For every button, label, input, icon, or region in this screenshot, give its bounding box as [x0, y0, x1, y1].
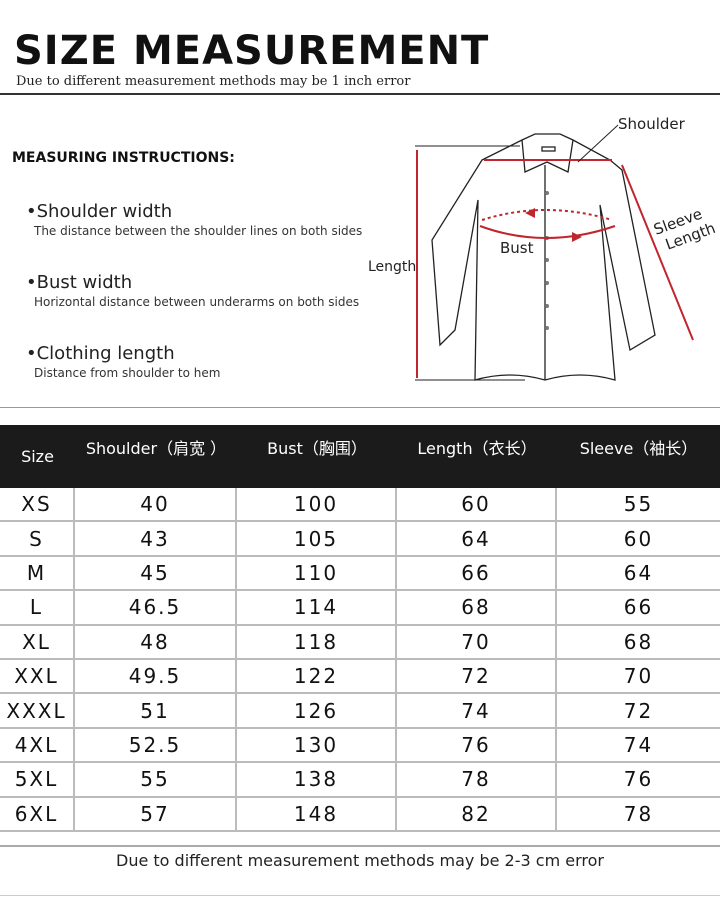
- cell-length: 76: [397, 728, 557, 762]
- cell-size: 5XL: [0, 763, 75, 796]
- cell-length: 70: [397, 625, 557, 658]
- size-table: Size Shoulder（肩宽 ） Bust（胸围） Length（衣长） S…: [0, 425, 720, 832]
- table-row: XS 40 100 60 55: [0, 488, 720, 523]
- header-length: Length（衣长）: [417, 439, 537, 458]
- cell-shoulder: 46.5: [75, 591, 237, 624]
- cell-size: XL: [0, 625, 75, 658]
- table-row: XL 48 118 70 68: [0, 625, 720, 660]
- cell-bust: 126: [237, 694, 397, 727]
- cell-size: S: [0, 522, 75, 555]
- cell-shoulder: 51: [75, 694, 237, 727]
- instruction-desc: The distance between the shoulder lines …: [34, 224, 363, 238]
- header-sleeve: Sleeve（袖长）: [579, 439, 698, 458]
- cell-size: 6XL: [0, 797, 75, 830]
- cell-sleeve: 55: [623, 492, 654, 517]
- cell-shoulder: 40: [75, 488, 237, 521]
- cell-size: XXXL: [0, 694, 75, 727]
- cell-shoulder: 57: [75, 797, 237, 830]
- cell-bust: 110: [237, 556, 397, 590]
- cell-sleeve: 66: [623, 595, 654, 620]
- cell-shoulder: 45: [75, 556, 237, 590]
- cell-sleeve: 78: [623, 801, 654, 826]
- bust-label: Bust: [500, 239, 534, 257]
- table-row: 4XL 52.5 130 76 74: [0, 728, 720, 764]
- cell-shoulder: 43: [75, 522, 237, 555]
- cell-length: 60: [397, 488, 557, 521]
- cell-length: 68: [397, 591, 557, 624]
- table-row: M 45 110 66 64: [0, 556, 720, 592]
- instruction-heading: •Clothing length: [26, 343, 175, 364]
- footer-note: Due to different measurement methods may…: [116, 851, 604, 870]
- instruction-shoulder: •Shoulder width The distance between the…: [26, 201, 362, 238]
- instruction-desc: Horizontal distance between underarms on…: [34, 295, 360, 309]
- shoulder-label: Shoulder: [618, 115, 686, 133]
- subtitle: Due to different measurement methods may…: [16, 74, 411, 89]
- cell-shoulder: 55: [75, 763, 237, 796]
- cell-length: 72: [397, 659, 557, 693]
- cell-length: 64: [397, 522, 557, 555]
- divider: [0, 895, 720, 896]
- cell-sleeve: 70: [623, 664, 654, 689]
- cell-size: 4XL: [0, 728, 75, 762]
- cell-bust: 130: [237, 728, 397, 762]
- cell-length: 66: [397, 556, 557, 590]
- cell-shoulder: 52.5: [75, 728, 237, 762]
- instruction-heading: •Bust width: [26, 272, 133, 293]
- table-row: XXXL 51 126 74 72: [0, 694, 720, 729]
- divider: [0, 93, 720, 95]
- page-title: SIZE MEASUREMENT: [14, 28, 490, 74]
- cell-sleeve: 60: [623, 526, 654, 551]
- shirt-diagram: Shoulder Bust Length Sleeve Length: [368, 115, 718, 381]
- cell-sleeve: 64: [623, 560, 654, 585]
- cell-bust: 114: [237, 591, 397, 624]
- cell-size: M: [0, 556, 75, 590]
- cell-shoulder: 48: [75, 625, 237, 658]
- instruction-desc: Distance from shoulder to hem: [34, 366, 221, 380]
- cell-sleeve: 76: [623, 767, 654, 792]
- table-row: 6XL 57 148 82 78: [0, 797, 720, 832]
- cell-bust: 105: [237, 522, 397, 555]
- header-size: Size: [21, 447, 54, 466]
- cell-size: XS: [0, 488, 75, 521]
- cell-shoulder: 49.5: [75, 659, 237, 693]
- header-shoulder: Shoulder（肩宽 ）: [85, 439, 227, 458]
- header-bust: Bust（胸围）: [267, 439, 367, 458]
- cell-sleeve: 72: [623, 698, 654, 723]
- cell-length: 74: [397, 694, 557, 727]
- cell-size: XXL: [0, 659, 75, 693]
- cell-sleeve: 68: [623, 629, 654, 654]
- table-row: S 43 105 64 60: [0, 522, 720, 557]
- instruction-length: •Clothing length Distance from shoulder …: [26, 343, 220, 380]
- cell-length: 78: [397, 763, 557, 796]
- cell-bust: 118: [237, 625, 397, 658]
- table-row: XXL 49.5 122 72 70: [0, 659, 720, 695]
- divider: [0, 407, 720, 408]
- instructions-title: MEASURING INSTRUCTIONS:: [12, 150, 235, 166]
- divider: [0, 845, 720, 847]
- instruction-bust: •Bust width Horizontal distance between …: [26, 272, 359, 309]
- cell-bust: 100: [237, 488, 397, 521]
- cell-bust: 122: [237, 659, 397, 693]
- table-row: 5XL 55 138 78 76: [0, 763, 720, 798]
- table-row: L 46.5 114 68 66: [0, 591, 720, 626]
- cell-size: L: [0, 591, 75, 624]
- cell-bust: 148: [237, 797, 397, 830]
- cell-sleeve: 74: [623, 732, 654, 757]
- cell-length: 82: [397, 797, 557, 830]
- table-header: Size Shoulder（肩宽 ） Bust（胸围） Length（衣长） S…: [0, 425, 720, 488]
- length-label: Length: [368, 259, 416, 275]
- cell-bust: 138: [237, 763, 397, 796]
- instruction-heading: •Shoulder width: [26, 201, 173, 222]
